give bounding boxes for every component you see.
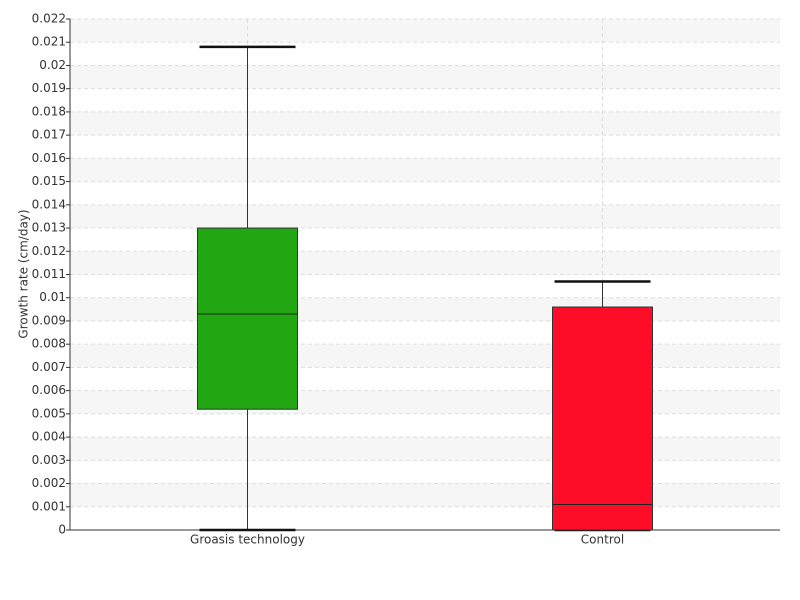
- box: [552, 306, 653, 531]
- grid-band: [70, 344, 780, 368]
- y-tick-label: 0.014: [32, 197, 66, 211]
- y-tick-label: 0.007: [32, 360, 66, 374]
- y-tick-label: 0.019: [32, 81, 66, 95]
- y-tick-label: 0.004: [32, 430, 66, 444]
- y-tick-label: 0.005: [32, 406, 66, 420]
- grid-band: [70, 483, 780, 507]
- grid-band: [70, 297, 780, 321]
- y-tick-label: 0.012: [32, 244, 66, 258]
- y-tick-label: 0.003: [32, 453, 66, 467]
- box: [197, 227, 298, 410]
- grid-band: [70, 111, 780, 136]
- y-tick-label: 0.016: [32, 151, 66, 165]
- grid-band: [70, 158, 780, 182]
- grid-band: [70, 251, 780, 275]
- y-tick-label: 0.02: [39, 58, 66, 72]
- y-tick-label: 0.001: [32, 499, 66, 513]
- y-tick-label: 0.01: [39, 290, 66, 304]
- x-tick-label: Groasis technology: [190, 533, 305, 547]
- y-tick-label: 0.006: [32, 383, 66, 397]
- y-tick-label: 0.011: [32, 267, 66, 281]
- y-tick-label: 0.015: [32, 174, 66, 188]
- y-tick-label: 0.013: [32, 221, 66, 235]
- y-tick-label: 0.017: [32, 128, 66, 142]
- y-tick-label: 0.008: [32, 337, 66, 351]
- y-tick-label: 0.022: [32, 12, 66, 26]
- grid-band: [70, 204, 780, 229]
- y-tick-label: 0.002: [32, 476, 66, 490]
- y-tick-label: 0.021: [32, 35, 66, 49]
- y-tick-label: 0.009: [32, 313, 66, 327]
- x-tick-label: Control: [581, 533, 624, 547]
- grid-band: [70, 19, 780, 43]
- grid-band: [70, 437, 780, 461]
- grid-band: [70, 65, 780, 89]
- y-axis-label: Growth rate (cm/day): [17, 209, 31, 338]
- y-tick-label: 0.018: [32, 104, 66, 118]
- y-tick-label: 0: [58, 523, 66, 537]
- grid-band: [70, 390, 780, 414]
